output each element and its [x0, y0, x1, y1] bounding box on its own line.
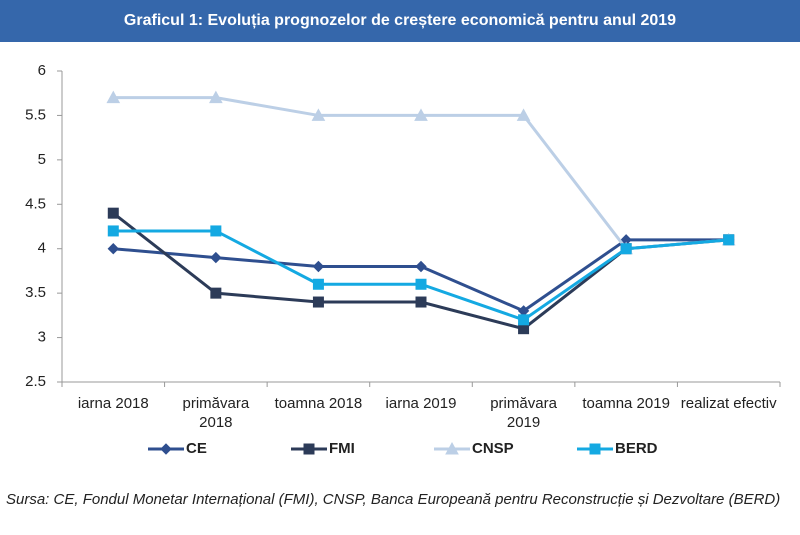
- marker: [107, 243, 119, 255]
- marker: [303, 443, 315, 455]
- legend-label: FMI: [329, 440, 355, 457]
- y-tick-label: 3: [38, 329, 46, 346]
- x-tick-label: iarna 2019: [385, 395, 457, 412]
- y-tick-label: 4: [38, 240, 46, 257]
- x-tick-label: realizat efectiv: [680, 395, 777, 412]
- x-tick-label: iarna 2018: [77, 395, 149, 412]
- legend-label: CNSP: [472, 440, 514, 457]
- marker: [107, 225, 119, 237]
- marker: [589, 443, 601, 455]
- marker: [312, 260, 325, 273]
- x-tick-label: primăvara 2019: [490, 395, 557, 431]
- marker: [445, 441, 459, 455]
- x-tick-label: primăvara 2018: [182, 395, 250, 431]
- marker: [106, 90, 121, 104]
- marker: [311, 108, 326, 121]
- chart-title: Graficul 1: Evoluția prognozelor de creș…: [0, 0, 800, 42]
- marker: [209, 90, 223, 104]
- marker: [210, 287, 222, 299]
- y-tick-label: 5.5: [25, 106, 46, 123]
- marker: [312, 296, 324, 308]
- legend-label: CE: [186, 440, 207, 457]
- marker: [160, 443, 172, 455]
- marker: [312, 278, 324, 290]
- y-tick-label: 3.5: [25, 284, 46, 301]
- source-note: Sursa: CE, Fondul Monetar Internațional …: [6, 491, 781, 508]
- marker: [516, 108, 531, 121]
- marker: [210, 225, 222, 237]
- marker: [723, 234, 735, 246]
- y-tick-label: 5: [38, 151, 46, 168]
- y-tick-label: 4.5: [25, 195, 46, 212]
- marker: [414, 108, 428, 121]
- marker: [415, 278, 427, 290]
- marker: [415, 260, 427, 273]
- marker: [210, 251, 222, 264]
- y-tick-label: 2.5: [25, 373, 46, 390]
- legend-label: BERD: [615, 440, 658, 457]
- marker: [518, 314, 530, 326]
- chart: 2.5 3 3.5 4 4.5 5 5.5 6 CE FMI CNSP BERD: [25, 62, 781, 457]
- x-tick-label: toamna 2019: [582, 395, 670, 412]
- y-tick-label: 6: [38, 62, 46, 79]
- x-tick-label: toamna 2018: [274, 395, 363, 412]
- marker: [415, 296, 427, 308]
- marker: [620, 243, 632, 255]
- marker: [107, 207, 119, 219]
